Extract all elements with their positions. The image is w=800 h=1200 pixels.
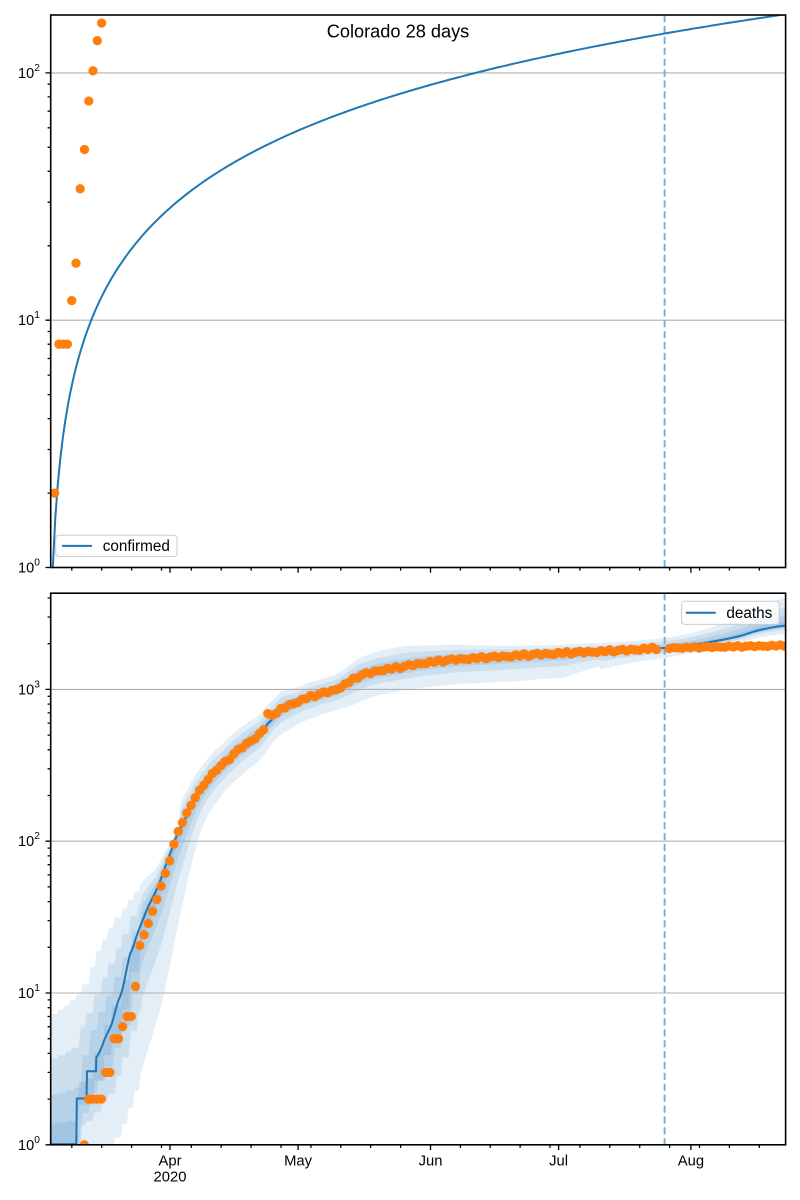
svg-text:3: 3 xyxy=(34,679,40,690)
svg-text:Jul: Jul xyxy=(549,1154,568,1170)
svg-text:10: 10 xyxy=(18,66,34,82)
svg-text:0: 0 xyxy=(34,1135,40,1146)
svg-text:10: 10 xyxy=(18,986,34,1002)
svg-text:Aug: Aug xyxy=(678,1154,704,1170)
svg-text:10: 10 xyxy=(18,834,34,850)
svg-text:2020: 2020 xyxy=(154,1169,187,1185)
svg-text:2: 2 xyxy=(34,63,40,74)
svg-text:Jun: Jun xyxy=(419,1154,443,1170)
svg-text:May: May xyxy=(284,1154,313,1170)
svg-text:confirmed: confirmed xyxy=(103,538,170,555)
svg-text:1: 1 xyxy=(34,310,40,321)
svg-text:deaths: deaths xyxy=(726,605,772,622)
svg-text:2: 2 xyxy=(34,831,40,842)
svg-text:10: 10 xyxy=(18,682,34,698)
svg-text:10: 10 xyxy=(18,1138,34,1154)
svg-text:1: 1 xyxy=(34,983,40,994)
svg-text:10: 10 xyxy=(18,561,34,577)
svg-text:10: 10 xyxy=(18,313,34,329)
svg-text:0: 0 xyxy=(34,558,40,569)
svg-text:Apr: Apr xyxy=(158,1154,181,1170)
svg-text:Colorado 28 days: Colorado 28 days xyxy=(327,22,470,42)
